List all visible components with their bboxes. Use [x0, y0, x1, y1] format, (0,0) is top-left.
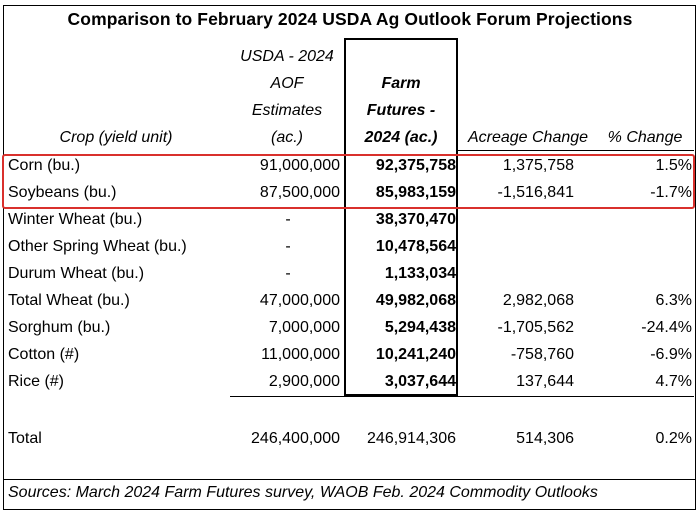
change-cell: -1,516,841	[497, 184, 574, 201]
pct-cell: 4.7%	[655, 373, 692, 390]
change-cell: 1,375,758	[502, 157, 574, 174]
change-cell: 2,982,068	[502, 292, 574, 309]
crop-cell: Soybeans (bu.)	[8, 184, 117, 201]
usda-cell: 47,000,000	[259, 292, 340, 309]
farm-header-line-3: 2024 (ac.)	[364, 129, 438, 146]
pct-cell: 6.3%	[655, 292, 692, 309]
change-cell: -758,760	[510, 346, 574, 363]
pct-cell: 1.5%	[655, 157, 692, 174]
header-rule	[458, 150, 694, 151]
crop-header: Crop (yield unit)	[59, 129, 173, 146]
table-title: Comparison to February 2024 USDA Ag Outl…	[67, 9, 633, 29]
usda-cell: -	[285, 211, 291, 228]
rice-row-rule	[230, 396, 694, 397]
crop-cell: Rice (#)	[8, 373, 65, 390]
farm-header-line-1: Farm	[381, 75, 421, 92]
crop-cell: Total Wheat (bu.)	[8, 292, 130, 309]
source-note: Sources: March 2024 Farm Futures survey,…	[8, 484, 598, 501]
total-pct: 0.2%	[655, 430, 692, 447]
usda-cell: -	[285, 265, 291, 282]
usda-header-line-1: USDA - 2024	[240, 48, 334, 65]
farm-cell: 92,375,758	[375, 157, 456, 174]
usda-header-line-2: AOF	[270, 75, 304, 92]
farm-cell: 49,982,068	[375, 292, 456, 309]
farm-cell: 38,370,470	[375, 211, 456, 228]
usda-cell: 87,500,000	[259, 184, 340, 201]
usda-cell: -	[285, 238, 291, 255]
crop-cell: Other Spring Wheat (bu.)	[8, 238, 187, 255]
usda-cell: 2,900,000	[268, 373, 340, 390]
farm-futures-column-box	[344, 38, 458, 396]
farm-cell: 10,478,564	[375, 238, 456, 255]
acreage-change-header: Acreage Change	[467, 129, 589, 146]
farm-header-line-2: Futures -	[366, 102, 436, 119]
pct-change-header: % Change	[607, 129, 683, 146]
pct-cell: -1.7%	[650, 184, 692, 201]
change-cell: 137,644	[516, 373, 574, 390]
usda-cell: 91,000,000	[259, 157, 340, 174]
crop-cell: Sorghum (bu.)	[8, 319, 111, 336]
usda-cell: 11,000,000	[261, 346, 340, 363]
source-rule	[4, 479, 695, 480]
usda-header-line-4: (ac.)	[271, 129, 303, 146]
farm-cell: 1,133,034	[384, 265, 456, 282]
farm-cell: 10,241,240	[375, 346, 456, 363]
farm-cell: 85,983,159	[375, 184, 456, 201]
crop-cell: Corn (bu.)	[8, 157, 81, 174]
farm-cell: 5,294,438	[384, 319, 456, 336]
total-change: 514,306	[516, 430, 574, 447]
corn-soybeans-highlight	[2, 154, 695, 209]
table-frame	[3, 5, 696, 510]
usda-cell: 7,000,000	[268, 319, 340, 336]
crop-cell: Cotton (#)	[8, 346, 80, 363]
crop-cell: Durum Wheat (bu.)	[8, 265, 145, 282]
total-usda: 246,400,000	[251, 430, 340, 447]
farm-cell: 3,037,644	[384, 373, 456, 390]
total-farm: 246,914,306	[367, 430, 456, 447]
pct-cell: -24.4%	[641, 319, 692, 336]
usda-header-line-3: Estimates	[251, 102, 323, 119]
total-label: Total	[8, 430, 42, 447]
pct-cell: -6.9%	[650, 346, 692, 363]
change-cell: -1,705,562	[497, 319, 574, 336]
crop-cell: Winter Wheat (bu.)	[8, 211, 143, 228]
